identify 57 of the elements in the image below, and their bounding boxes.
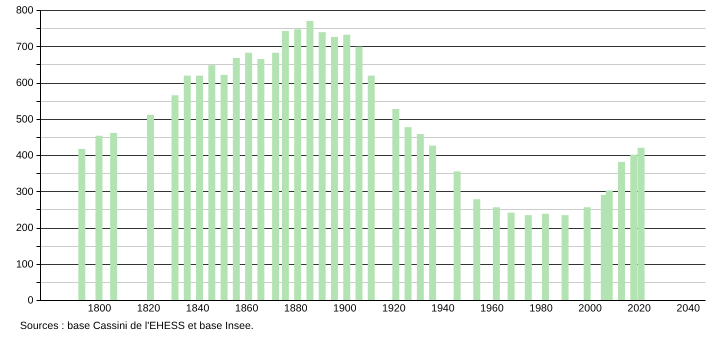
bar [294, 29, 302, 300]
bar [78, 148, 86, 300]
bar [257, 58, 264, 300]
bar [330, 36, 338, 300]
bar [282, 31, 289, 300]
x-tick-label: 1840 [186, 302, 210, 314]
bar [416, 134, 424, 300]
x-tick-label: 1880 [284, 302, 308, 314]
bar [245, 52, 252, 300]
bar [110, 132, 118, 300]
x-tick-label: 1900 [333, 302, 357, 314]
bar [318, 32, 326, 300]
bar [542, 214, 549, 300]
bar [95, 136, 102, 300]
y-tick-label: 300 [16, 186, 34, 198]
bar [404, 127, 412, 300]
bar [343, 34, 350, 300]
y-tick-label: 800 [16, 4, 34, 16]
bar [473, 199, 480, 300]
bar [562, 215, 569, 300]
bar [172, 95, 179, 300]
x-tick-label: 2000 [578, 302, 602, 314]
y-tick-label: 400 [16, 150, 34, 162]
x-tick-label: 1960 [480, 302, 504, 314]
x-tick-label: 1920 [382, 302, 406, 314]
bar [508, 212, 515, 300]
x-tick-label: 1800 [88, 302, 112, 314]
y-tick-label: 700 [16, 40, 34, 53]
bar [429, 146, 436, 300]
bar [618, 162, 625, 300]
y-tick-label: 0 [28, 294, 34, 306]
bar [272, 52, 280, 300]
y-tick-label: 500 [16, 113, 34, 126]
bar [524, 215, 532, 300]
x-tick-label: 1860 [234, 302, 258, 314]
bar [356, 46, 363, 300]
bar [184, 76, 191, 300]
bar [146, 114, 154, 300]
x-tick-label: 1940 [431, 302, 455, 314]
x-tick-label: 2020 [627, 302, 652, 314]
bar [492, 207, 500, 300]
bar [392, 108, 400, 300]
source-note: Sources : base Cassini de l'EHESS et base Insee. [20, 320, 254, 332]
y-tick-label: 600 [16, 77, 34, 89]
y-tick-label: 200 [16, 222, 34, 234]
bar [232, 58, 240, 300]
bar [584, 207, 591, 300]
bar [208, 65, 216, 300]
bar [220, 74, 228, 300]
bar [368, 76, 375, 300]
x-tick-label: 1980 [529, 302, 553, 314]
bar [454, 171, 461, 300]
bar [306, 20, 314, 300]
bar [196, 76, 204, 300]
x-tick-label: 1820 [136, 302, 160, 314]
y-tick-label: 100 [16, 258, 34, 270]
x-tick-label: 2040 [676, 302, 700, 314]
